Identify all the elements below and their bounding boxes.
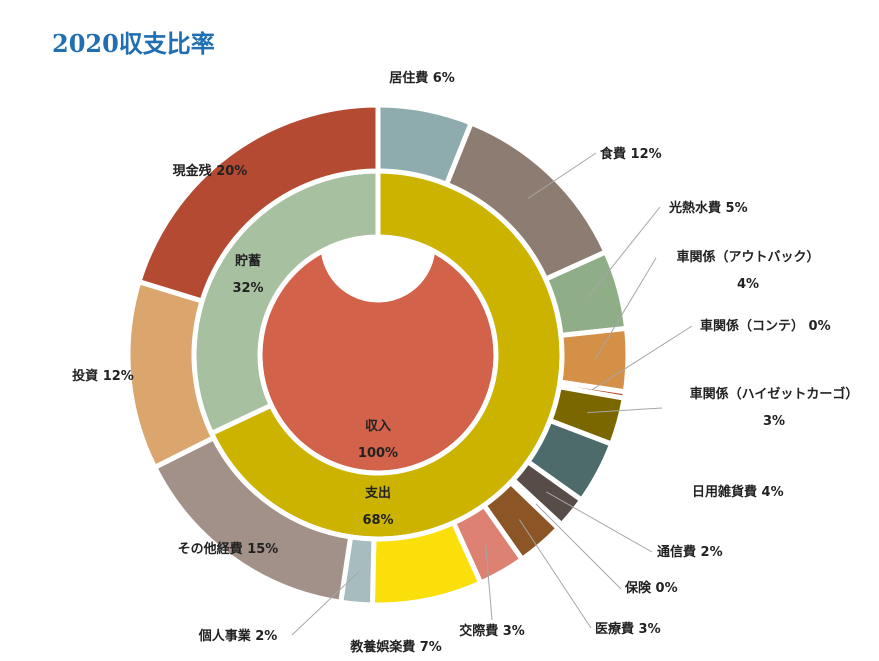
outer-slice-label-8: 保険 0% bbox=[624, 580, 678, 596]
outer-slice-label-9: 医療費 3% bbox=[595, 621, 661, 637]
outer-slice-label-3: 車関係（アウトバック） 4% bbox=[676, 249, 819, 292]
leader-line-4 bbox=[591, 325, 693, 391]
outer-slice-label-13: その他経費 15% bbox=[178, 541, 279, 557]
outer-slice-label-15: 現金残 20% bbox=[173, 163, 248, 179]
outer-slice-label-5: 車関係（ハイゼットカーゴ） 3% bbox=[690, 386, 859, 429]
outer-slice-label-7: 通信費 2% bbox=[657, 544, 723, 560]
outer-slice-15 bbox=[135, 102, 381, 305]
outer-slice-label-4: 車関係（コンテ） 0% bbox=[700, 318, 831, 334]
leader-line-1 bbox=[527, 152, 597, 199]
leader-line-10 bbox=[485, 543, 493, 621]
outer-slice-label-12: 個人事業 2% bbox=[198, 628, 278, 644]
outer-slice-label-11: 教養娯楽費 7% bbox=[349, 639, 442, 655]
leader-line-3 bbox=[594, 257, 657, 360]
outer-slice-label-2: 光熱水費 5% bbox=[668, 200, 748, 216]
leader-line-8 bbox=[535, 503, 622, 590]
outer-slice-label-6: 日用雑貨費 4% bbox=[692, 484, 784, 500]
middle-slice-label-1: 貯蓄 32% bbox=[232, 253, 263, 296]
outer-slice-label-1: 食費 12% bbox=[600, 146, 662, 162]
outer-slice-label-0: 居住費 6% bbox=[389, 70, 455, 86]
leader-line-5 bbox=[587, 407, 663, 414]
outer-slice-label-10: 交際費 3% bbox=[459, 623, 525, 639]
leader-line-12 bbox=[291, 570, 360, 636]
leader-line-9 bbox=[518, 519, 592, 629]
inner-slice-label: 収入 100% bbox=[358, 419, 398, 461]
outer-slice-label-14: 投資 12% bbox=[72, 368, 134, 384]
chart-title: 2020収支比率 bbox=[52, 29, 215, 58]
middle-slice-label-0: 支出 68% bbox=[362, 485, 393, 528]
leader-line-2 bbox=[586, 206, 661, 299]
leader-line-7 bbox=[546, 491, 653, 553]
